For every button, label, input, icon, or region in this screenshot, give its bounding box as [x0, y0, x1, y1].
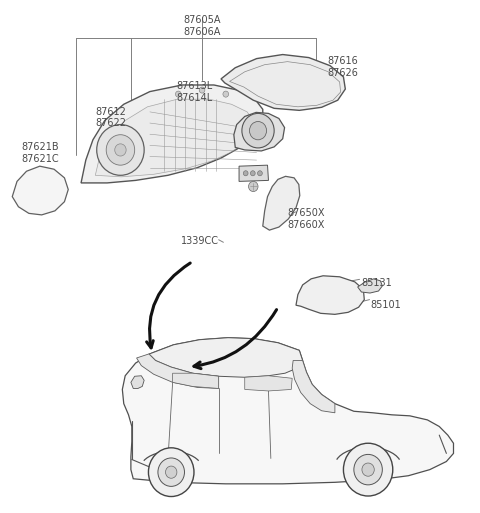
Circle shape	[148, 448, 194, 497]
Polygon shape	[239, 165, 268, 182]
Polygon shape	[131, 376, 144, 388]
Polygon shape	[296, 276, 364, 314]
Circle shape	[96, 125, 144, 175]
Text: 87621B
87621C: 87621B 87621C	[22, 142, 60, 164]
Circle shape	[362, 463, 374, 476]
Polygon shape	[173, 373, 219, 388]
Circle shape	[199, 87, 205, 93]
Circle shape	[158, 458, 184, 486]
Text: 87612
87622: 87612 87622	[96, 107, 126, 128]
Text: 87605A
87606A: 87605A 87606A	[183, 15, 221, 37]
Circle shape	[354, 455, 383, 485]
Polygon shape	[149, 338, 302, 377]
Polygon shape	[221, 54, 345, 110]
Circle shape	[115, 144, 126, 156]
Circle shape	[223, 91, 228, 97]
Polygon shape	[96, 99, 254, 177]
Polygon shape	[358, 279, 383, 293]
Circle shape	[258, 171, 262, 176]
Text: 87616
87626: 87616 87626	[328, 56, 359, 77]
Text: 85131: 85131	[361, 278, 392, 288]
Text: 1339CC: 1339CC	[180, 236, 219, 246]
Circle shape	[106, 135, 135, 165]
Text: 87613L
87614L: 87613L 87614L	[176, 82, 212, 103]
Polygon shape	[263, 176, 300, 230]
Circle shape	[242, 113, 274, 148]
Polygon shape	[137, 354, 219, 388]
Circle shape	[243, 171, 248, 176]
Circle shape	[249, 182, 258, 191]
Polygon shape	[245, 376, 292, 391]
Polygon shape	[234, 112, 285, 151]
Polygon shape	[122, 338, 454, 484]
Circle shape	[176, 91, 181, 97]
Polygon shape	[292, 361, 335, 413]
Text: 87650X
87660X: 87650X 87660X	[288, 208, 325, 230]
Polygon shape	[81, 85, 263, 183]
Text: 85101: 85101	[371, 300, 401, 310]
Circle shape	[343, 443, 393, 496]
Circle shape	[166, 466, 177, 478]
Polygon shape	[12, 166, 68, 215]
Circle shape	[250, 122, 266, 140]
Circle shape	[251, 171, 255, 176]
